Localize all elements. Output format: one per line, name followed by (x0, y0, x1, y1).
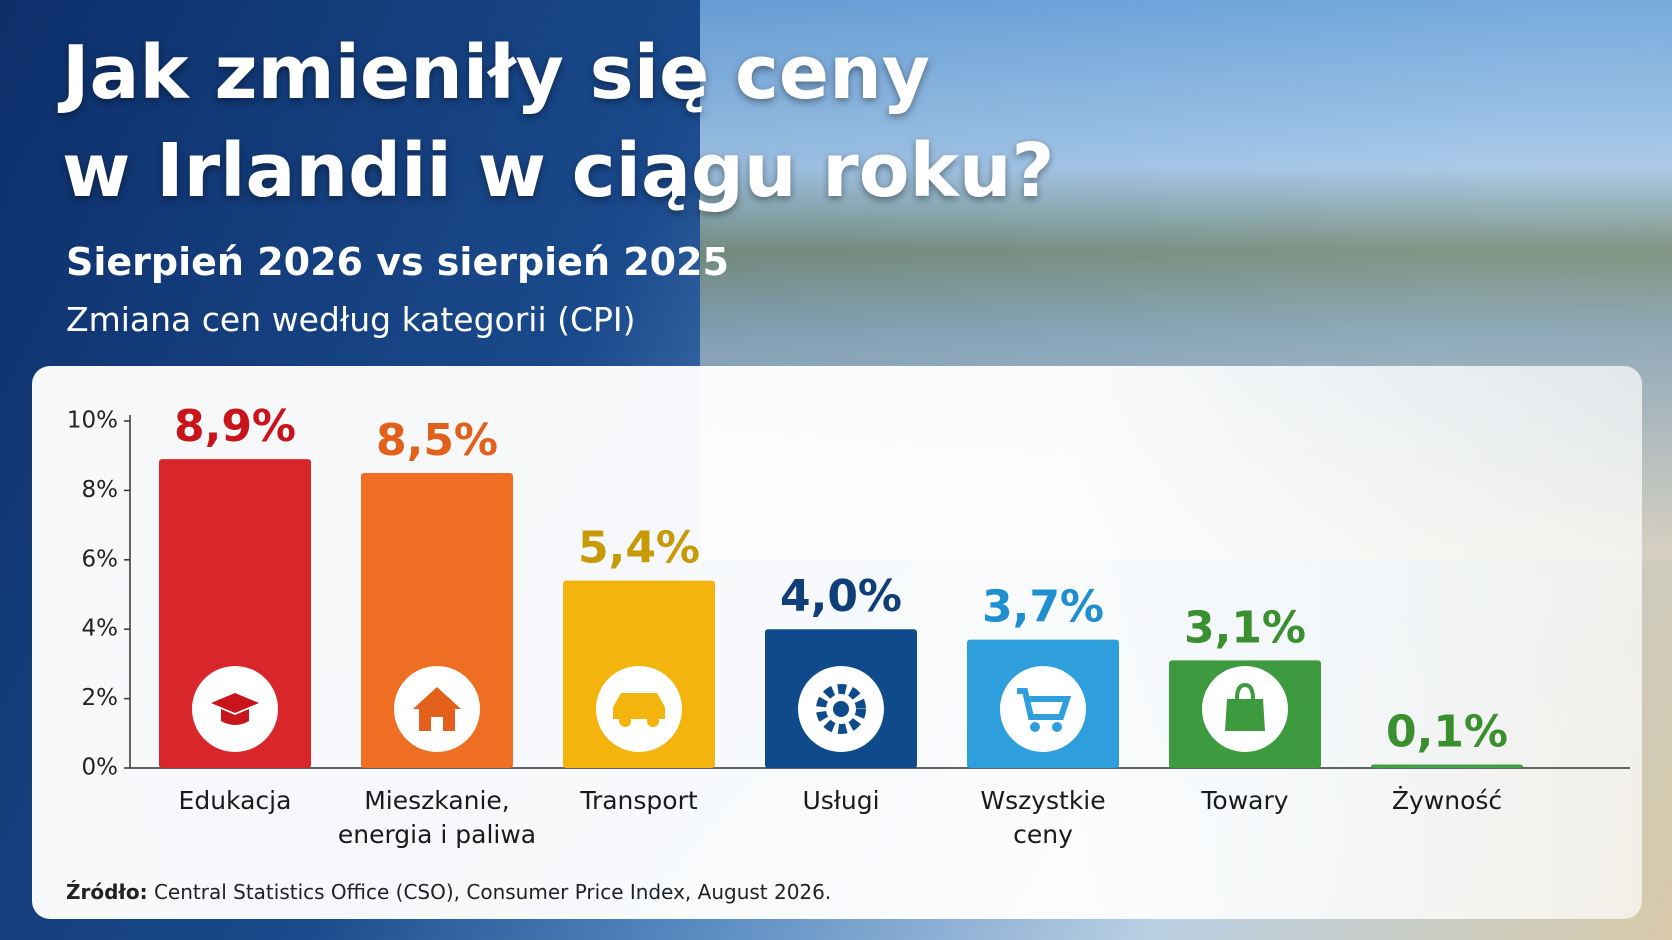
category-icon (1000, 666, 1086, 752)
y-tick-label: 8% (82, 477, 119, 503)
value-label: 8,9% (174, 401, 296, 452)
icon-shape (619, 715, 631, 727)
category-icon (192, 666, 278, 752)
y-tick-label: 10% (67, 408, 118, 434)
y-tick-label: 0% (82, 755, 119, 781)
icon-shape (211, 693, 259, 725)
bar (1371, 764, 1523, 768)
value-label: 3,7% (982, 582, 1104, 633)
x-tick-label: Wszystkie ceny (980, 786, 1106, 849)
value-label: 8,5% (376, 415, 498, 466)
icon-shape (1235, 682, 1255, 700)
icon-shape (833, 701, 849, 717)
x-tick-label: Towary (1201, 786, 1289, 815)
icon-shape (613, 693, 665, 719)
y-tick-label: 4% (82, 616, 119, 642)
category-icon (798, 666, 884, 752)
title-line: w Irlandii w ciągu roku? (62, 128, 1055, 214)
y-tick-label: 2% (82, 685, 119, 711)
description: Zmiana cen według kategorii (CPI) (66, 300, 636, 339)
icon-circle (1000, 666, 1086, 752)
source-text: Central Statistics Office (CSO), Consume… (153, 880, 832, 904)
value-label: 3,1% (1184, 602, 1306, 653)
value-label: 0,1% (1386, 707, 1508, 758)
icon-shape (1017, 688, 1072, 720)
subtitle: Sierpień 2026 vs sierpień 2025 (66, 240, 729, 284)
source: Źródło: Central Statistics Office (CSO),… (66, 880, 831, 904)
source-label: Źródło: (66, 880, 148, 904)
x-tick-label: Mieszkanie, energia i paliwa (337, 786, 537, 849)
icon-shape (413, 687, 461, 731)
y-tick-label: 6% (82, 546, 119, 572)
x-tick-label: Usługi (802, 786, 880, 815)
x-tick-label: Żywność (1391, 786, 1503, 815)
x-tick-label: Transport (580, 786, 698, 815)
icon-shape (1052, 722, 1062, 732)
icon-shape (647, 715, 659, 727)
category-icon (394, 666, 480, 752)
category-icon (1202, 666, 1288, 752)
icon-shape (1225, 699, 1265, 731)
icon-shape (816, 684, 866, 734)
title-line: Jak zmieniły się ceny (62, 30, 931, 116)
x-tick-label: Edukacja (178, 786, 292, 815)
category-icon (596, 666, 682, 752)
value-label: 4,0% (780, 571, 902, 622)
value-label: 5,4% (578, 523, 700, 574)
icon-shape (1030, 722, 1040, 732)
